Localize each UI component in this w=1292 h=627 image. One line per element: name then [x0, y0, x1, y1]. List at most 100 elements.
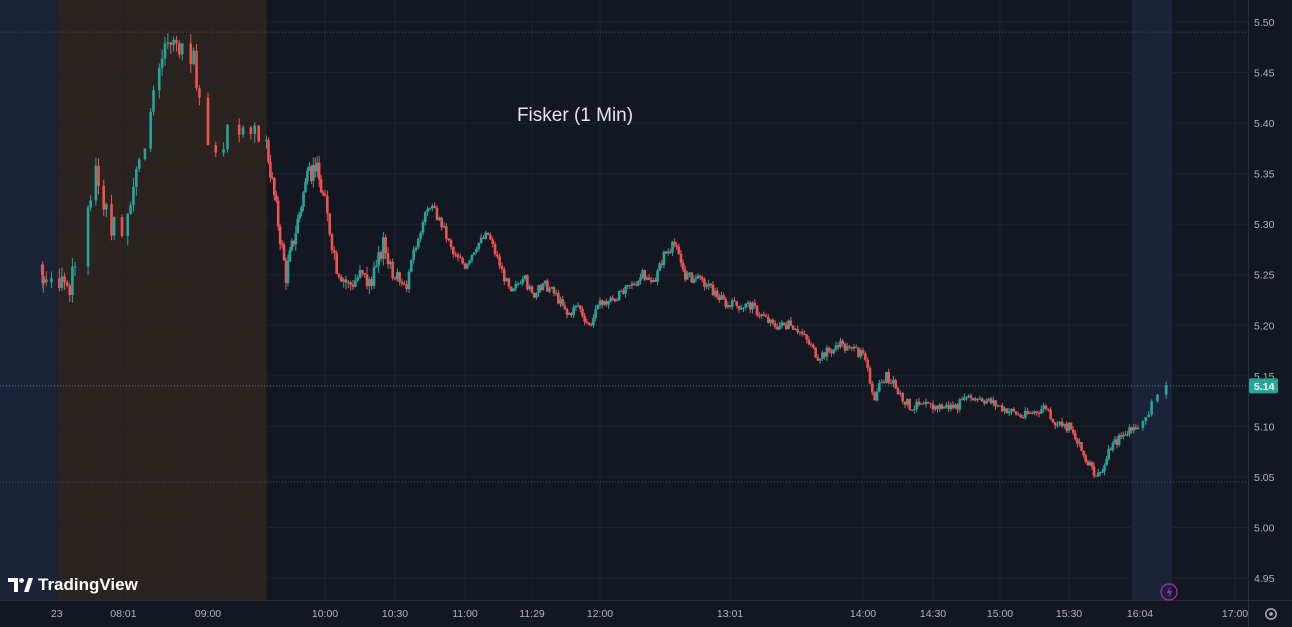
candle — [1014, 410, 1018, 416]
candle — [129, 201, 132, 215]
candle-body — [461, 258, 464, 264]
candle-body — [624, 286, 627, 294]
candle — [760, 313, 763, 319]
candle-body — [649, 279, 653, 283]
candle — [839, 337, 842, 349]
candle-body — [302, 192, 305, 207]
candle-body — [596, 304, 600, 310]
candle — [613, 298, 617, 303]
candle-body — [288, 250, 292, 262]
candle — [942, 405, 946, 409]
candle-body — [892, 379, 895, 384]
candle — [502, 266, 506, 286]
candle — [1132, 424, 1136, 434]
candle-body — [405, 284, 408, 290]
candle-body — [129, 205, 132, 214]
candle — [565, 307, 569, 319]
candle-body — [160, 58, 164, 68]
candle — [677, 243, 681, 255]
candle — [379, 250, 383, 262]
candle — [470, 254, 474, 263]
candle-body — [175, 39, 178, 44]
candle-body — [486, 232, 490, 235]
candle-body — [836, 345, 840, 348]
lightning-button[interactable] — [1160, 583, 1178, 601]
candle-body — [456, 254, 460, 258]
candle — [1065, 421, 1068, 433]
candle-body — [391, 261, 394, 278]
candle — [389, 259, 392, 269]
candle-body — [1090, 462, 1094, 467]
candle — [417, 237, 420, 250]
candle-body — [994, 400, 997, 406]
candle — [45, 271, 48, 287]
candle-body — [1053, 422, 1057, 426]
candle-body — [803, 333, 806, 335]
candle-body — [1156, 394, 1159, 402]
candle-body — [400, 281, 404, 284]
candle — [724, 296, 728, 310]
candle — [342, 277, 345, 288]
candle — [978, 395, 982, 401]
candle — [1147, 411, 1151, 418]
candle — [1130, 426, 1133, 434]
candle — [882, 379, 886, 384]
candle — [679, 250, 683, 267]
tradingview-logo[interactable]: TradingView — [8, 575, 139, 594]
candle-body — [389, 261, 392, 265]
candle-body — [850, 346, 854, 349]
candle-body — [393, 277, 397, 280]
candle-body — [758, 315, 761, 317]
time-axis[interactable]: 23 08:01 09:00 10:00 10:30 11:00 11:29 12:00 13:… — [51, 608, 1248, 620]
candle — [700, 275, 704, 283]
candle-body — [249, 127, 253, 134]
candle-body — [730, 300, 734, 307]
candle — [654, 277, 657, 282]
candle — [954, 403, 957, 410]
candle-body — [798, 331, 802, 333]
candle — [274, 190, 278, 203]
candle — [896, 386, 900, 396]
time-tick-label: 17:00 — [1222, 608, 1248, 620]
candle-body — [561, 299, 565, 306]
candle — [276, 196, 280, 231]
candle — [1037, 410, 1041, 418]
candle-body — [286, 261, 290, 283]
candle — [365, 266, 369, 290]
candle-body — [818, 359, 822, 361]
tradingview-logo-icon — [8, 578, 33, 592]
candle-body — [882, 381, 886, 383]
candle — [152, 85, 155, 116]
candle-body — [825, 347, 829, 357]
candles[interactable] — [40, 33, 1168, 479]
candle — [791, 325, 795, 331]
candle-body — [866, 359, 869, 368]
candle-body — [60, 276, 64, 288]
candle — [505, 277, 508, 282]
candle — [1117, 433, 1121, 447]
candle-body — [570, 312, 573, 316]
price-axis[interactable]: 5.505.455.405.355.305.255.205.155.105.05… — [1249, 17, 1278, 585]
candle — [617, 290, 621, 301]
chart-title: Fisker (1 Min) — [517, 105, 633, 126]
candle-body — [514, 283, 518, 289]
candle — [1111, 440, 1115, 453]
candle — [284, 257, 288, 291]
settings-button[interactable] — [1265, 608, 1277, 620]
candle — [1001, 402, 1004, 413]
candle — [442, 222, 446, 229]
candle — [1076, 437, 1079, 448]
candle — [922, 400, 925, 405]
candle — [767, 313, 770, 324]
candle — [1136, 424, 1140, 430]
candle — [878, 380, 881, 393]
candle-body — [1030, 412, 1034, 414]
candle-body — [306, 170, 309, 182]
candle — [214, 141, 218, 158]
candle-body — [304, 181, 307, 193]
candle-body — [927, 401, 930, 404]
candle-body — [830, 351, 833, 354]
candle-body — [594, 309, 597, 318]
candle-body — [843, 343, 847, 351]
